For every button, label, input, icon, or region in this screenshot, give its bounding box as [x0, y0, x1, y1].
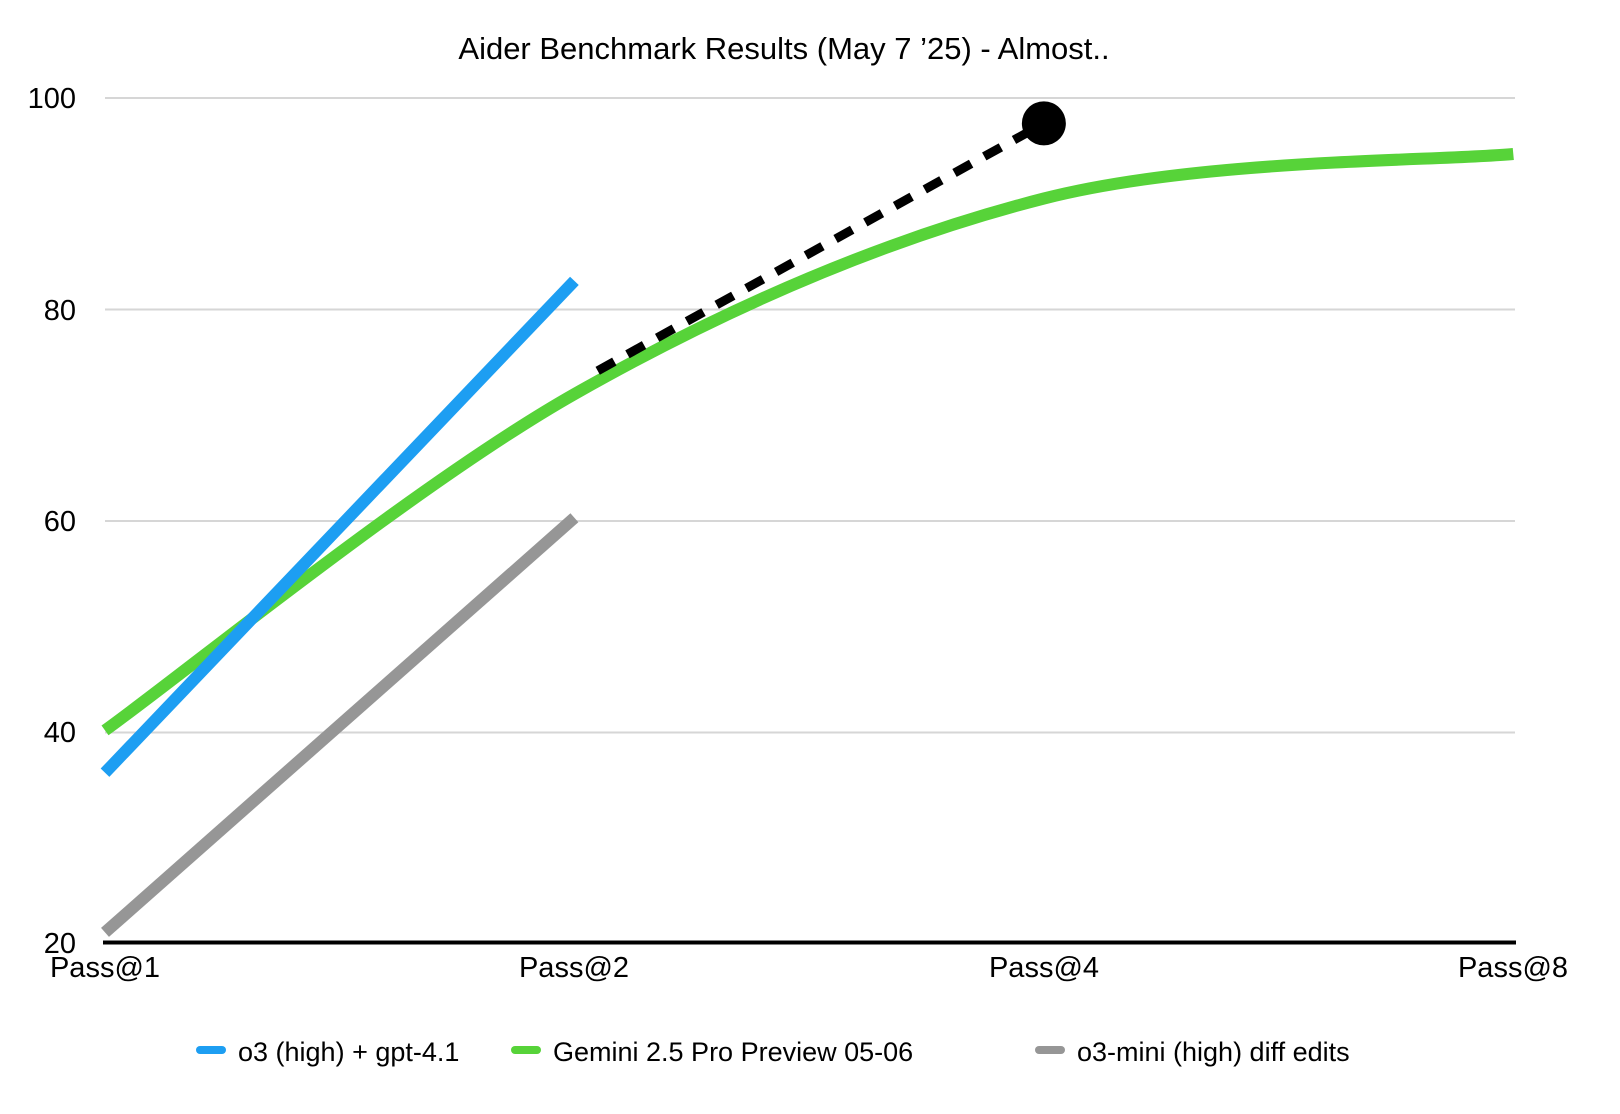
y-axis-labels: 100 80 60 40 20	[28, 83, 76, 960]
x-tick-pass1: Pass@1	[50, 952, 160, 984]
y-tick-60: 60	[44, 506, 76, 538]
legend-label-o3-gpt41: o3 (high) + gpt-4.1	[238, 1037, 459, 1067]
y-tick-100: 100	[28, 83, 76, 115]
legend-swatch-o3-gpt41	[196, 1046, 226, 1054]
chart-series-layer	[100, 101, 1514, 937]
chart-title: Aider Benchmark Results (May 7 ’25) - Al…	[458, 31, 1109, 66]
y-tick-80: 80	[44, 295, 76, 327]
x-tick-pass8: Pass@8	[1458, 952, 1568, 984]
y-tick-40: 40	[44, 717, 76, 749]
legend-swatch-gemini	[511, 1046, 541, 1054]
legend-label-gemini: Gemini 2.5 Pro Preview 05-06	[553, 1037, 913, 1067]
legend-item-o3-mini: o3-mini (high) diff edits	[1035, 1037, 1350, 1067]
series-line-2	[101, 148, 1514, 736]
series-line-3	[101, 513, 579, 937]
x-tick-pass4: Pass@4	[989, 952, 1099, 984]
legend-swatch-o3-mini	[1035, 1046, 1065, 1054]
gridlines-layer	[103, 97, 1516, 945]
x-tick-pass2: Pass@2	[519, 952, 629, 984]
x-axis-labels: Pass@1 Pass@2 Pass@4 Pass@8	[50, 952, 1568, 984]
legend-item-gemini: Gemini 2.5 Pro Preview 05-06	[511, 1037, 913, 1067]
y-tick-20: 20	[44, 928, 76, 960]
legend-label-o3-mini: o3-mini (high) diff edits	[1077, 1037, 1350, 1067]
dashed-projection-line	[595, 119, 1047, 375]
legend: o3 (high) + gpt-4.1 Gemini 2.5 Pro Previ…	[196, 1037, 1350, 1067]
legend-item-o3-gpt41: o3 (high) + gpt-4.1	[196, 1037, 459, 1067]
projection-endpoint-dot	[1021, 101, 1066, 146]
series-line-1	[100, 276, 579, 777]
